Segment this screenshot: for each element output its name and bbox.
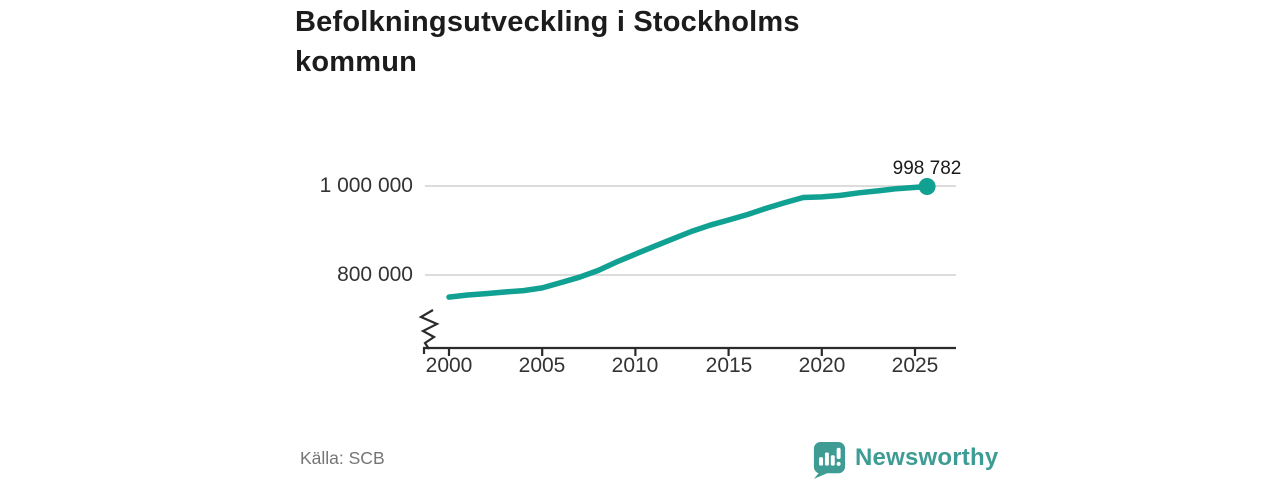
x-axis-tick-label: 2020 [798, 354, 846, 377]
latest-value-label: 998 782 [892, 158, 962, 179]
latest-value-marker [918, 178, 936, 195]
bar-chart-glyph [819, 447, 841, 466]
y-axis-label-1000000: 1 000 000 [319, 174, 413, 197]
y-axis-break-icon [418, 309, 440, 350]
source-caption: Källa: SCB [300, 448, 385, 468]
newsworthy-logo: Newsworthy [812, 441, 998, 479]
population-line-series [446, 183, 930, 300]
x-axis-tick-label: 2015 [705, 354, 753, 377]
x-axis [422, 346, 956, 356]
newsworthy-logo-text: Newsworthy [855, 444, 999, 471]
x-axis-tick-label: 2000 [425, 354, 473, 377]
newsworthy-logo-icon [813, 442, 846, 479]
gridlines [425, 185, 956, 276]
x-axis-tick-label: 2005 [518, 354, 566, 377]
x-axis-tick-label: 2025 [891, 354, 939, 377]
chart-title: Befolkningsutveckling i Stockholms kommu… [295, 6, 800, 78]
line-chart-plot [418, 178, 956, 356]
x-axis-tick-label: 2010 [611, 354, 659, 377]
y-axis-label-800000: 800 000 [337, 263, 413, 286]
